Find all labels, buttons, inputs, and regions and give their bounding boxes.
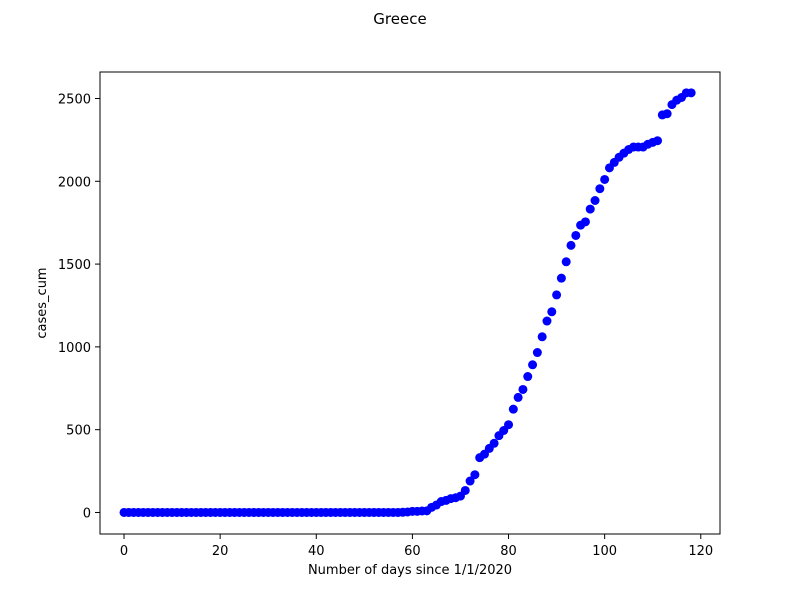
- data-point: [600, 174, 610, 184]
- data-point: [547, 307, 557, 317]
- data-points: [119, 88, 696, 517]
- data-point: [537, 332, 547, 342]
- data-point: [470, 470, 480, 480]
- y-tick-label: 0: [83, 506, 91, 521]
- x-tick-label: 40: [308, 544, 325, 559]
- data-point: [595, 184, 605, 194]
- y-tick-label: 1000: [58, 341, 91, 356]
- data-point: [662, 109, 672, 119]
- data-point: [532, 348, 542, 358]
- y-tick-label: 500: [66, 424, 91, 439]
- data-point: [653, 136, 663, 146]
- data-point: [518, 384, 528, 394]
- data-point: [686, 88, 696, 98]
- data-point: [489, 438, 499, 448]
- data-point: [585, 204, 595, 214]
- data-point: [561, 257, 571, 267]
- data-point: [513, 392, 523, 402]
- y-axis-ticks: 0 500 1000 1500 2000 2500: [58, 92, 100, 521]
- data-point: [465, 476, 475, 486]
- data-point: [580, 217, 590, 227]
- x-tick-label: 100: [592, 544, 617, 559]
- y-tick-label: 1500: [58, 258, 91, 273]
- data-point: [571, 230, 581, 240]
- data-point: [542, 316, 552, 326]
- x-tick-label: 20: [212, 544, 229, 559]
- x-axis-label: Number of days since 1/1/2020: [308, 563, 512, 578]
- data-point: [504, 420, 514, 430]
- plot-frame: [99, 71, 721, 535]
- x-tick-label: 80: [500, 544, 517, 559]
- y-tick-label: 2500: [58, 92, 91, 107]
- data-point: [566, 240, 576, 250]
- data-point: [552, 290, 562, 300]
- chart-title: Greece: [373, 10, 426, 28]
- data-point: [556, 273, 566, 283]
- data-point: [528, 360, 538, 370]
- data-point: [590, 195, 600, 205]
- x-tick-label: 0: [120, 544, 128, 559]
- data-point: [508, 404, 518, 414]
- x-axis-ticks: 0 20 40 60 80 100 120: [120, 534, 713, 559]
- data-point: [460, 485, 470, 495]
- x-tick-label: 120: [688, 544, 713, 559]
- data-point: [523, 372, 533, 382]
- y-axis-label: cases_cum: [35, 267, 50, 338]
- x-tick-label: 60: [404, 544, 421, 559]
- y-tick-label: 2000: [58, 175, 91, 190]
